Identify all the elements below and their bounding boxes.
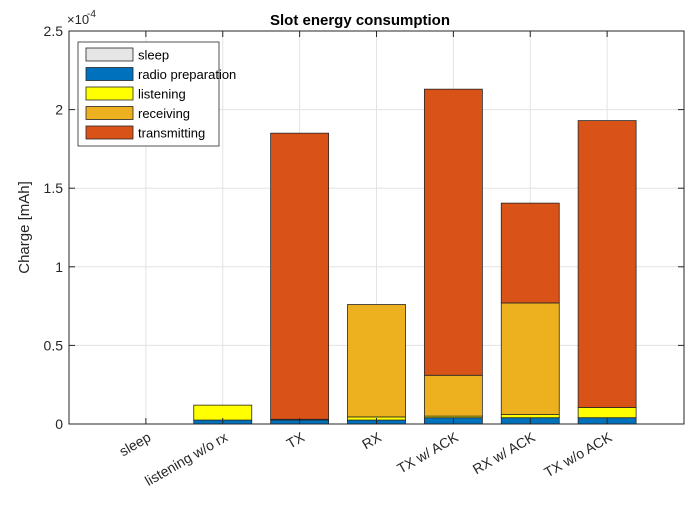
y-tick-label: 2.5 (44, 23, 64, 39)
y-tick-label: 1.5 (44, 180, 64, 196)
bar-segment-receiving (500, 302, 560, 415)
legend-items: sleep radio preparation listening receiving… (85, 47, 236, 141)
bar-segment-receiving (423, 374, 483, 417)
legend-swatch (85, 47, 134, 62)
legend-swatch (85, 125, 134, 140)
y-tick-label: 1 (55, 259, 63, 275)
legend-label: listening (138, 87, 186, 102)
y-axis-ticks: 0 0.5 1 1.5 2 2.5 (44, 23, 684, 432)
legend-swatch (85, 106, 134, 120)
exponent-base: ×10 (67, 12, 89, 27)
legend-label: transmitting (138, 126, 205, 141)
bar-segment-transmitting (270, 132, 330, 420)
bar-segment-transmitting (423, 88, 483, 376)
axis-exponent: ×10 -4 (67, 9, 96, 27)
legend-label: sleep (138, 48, 169, 63)
bar-segment-transmitting (500, 202, 560, 304)
y-tick-label: 0.5 (44, 337, 64, 353)
bar-segment-listening (577, 407, 637, 419)
legend-label: radio preparation (138, 67, 236, 82)
legend-swatch (85, 67, 134, 81)
legend-swatch (85, 86, 134, 101)
legend-label: receiving (138, 106, 190, 121)
exponent-power: -4 (87, 9, 96, 20)
bar-segment-transmitting (577, 120, 637, 408)
bar-segment-listening (500, 414, 560, 419)
y-tick-label: 2 (55, 102, 63, 118)
bars-group (193, 88, 637, 425)
legend: sleep radio preparation listening receiving… (77, 41, 236, 147)
chart-title: Slot energy consumption (270, 12, 450, 29)
y-tick-label: 0 (55, 416, 63, 432)
bar-segment-receiving (347, 304, 406, 418)
bar-segment-listening (193, 404, 253, 421)
y-axis-label: Charge [mAh] (16, 181, 33, 274)
